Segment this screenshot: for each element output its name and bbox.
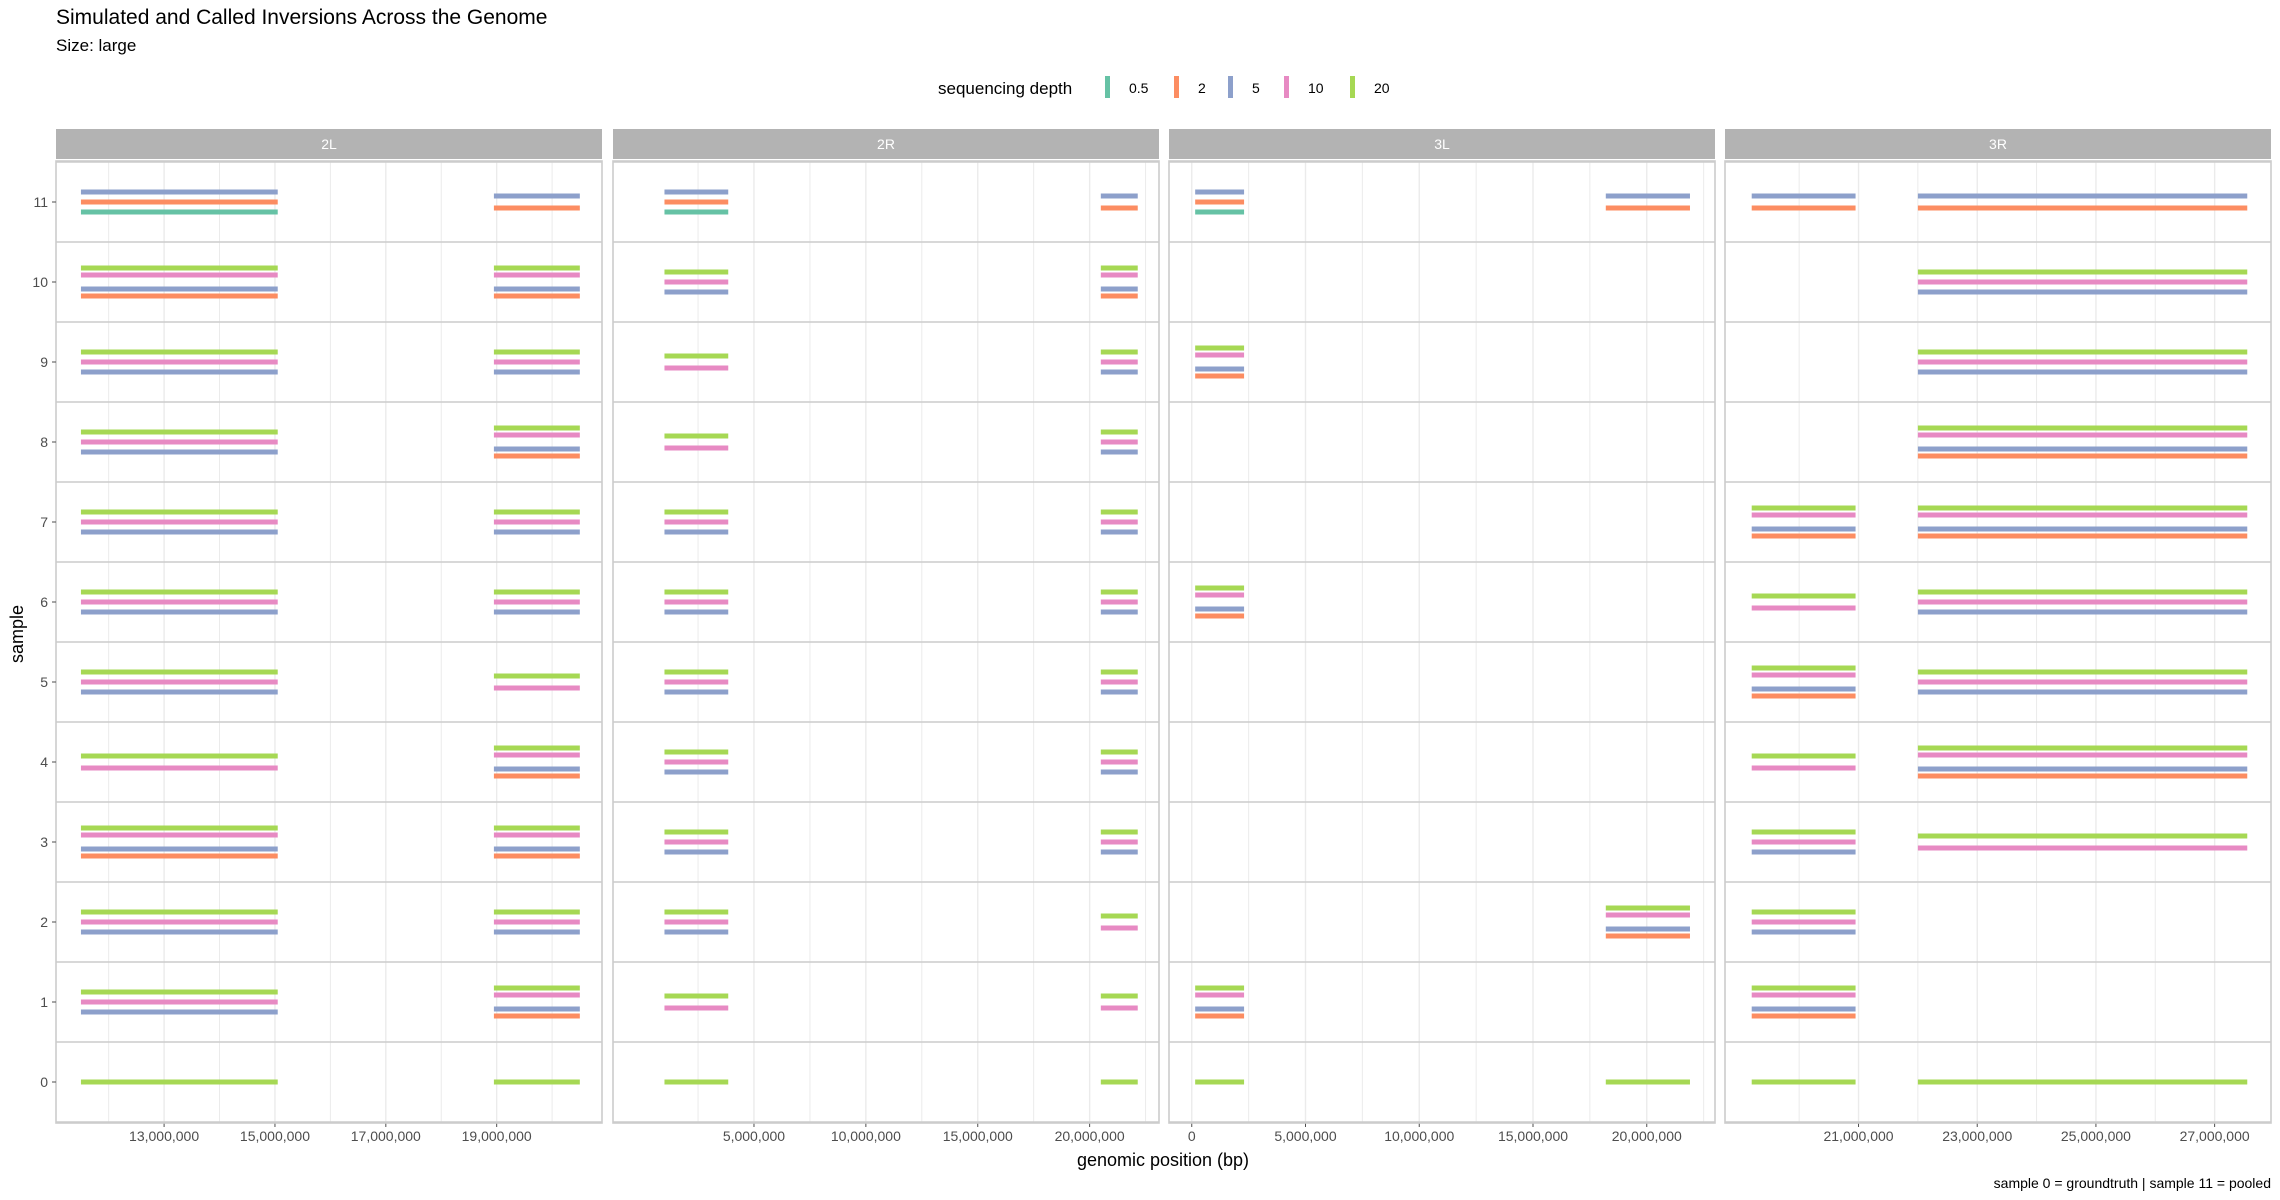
chart-subtitle: Size: large: [56, 36, 136, 55]
panel-3L: 3L 0 5,000,000 10,000,000 15,000,000 20,000,0…: [1168, 129, 1716, 1144]
panel-border-3R: [1724, 160, 2272, 1124]
legend-label-10: 10: [1308, 80, 1324, 96]
x-tick-label: 10,000,000: [831, 1128, 901, 1144]
x-tick-label: 10,000,000: [1384, 1128, 1454, 1144]
y-tick-label: 11: [33, 194, 48, 210]
panel-border-2L: [55, 160, 603, 1124]
x-tick-label: 0: [1188, 1128, 1196, 1144]
legend-label-20: 20: [1374, 80, 1390, 96]
legend-label-0.5: 0.5: [1129, 80, 1149, 96]
panel-2R: 2R 5,000,000 10,000,000 15,000,000 20,000,00…: [612, 129, 1160, 1144]
x-tick-label: 19,000,000: [462, 1128, 532, 1144]
y-tick-label: 4: [40, 754, 48, 770]
x-tick-label: 15,000,000: [1498, 1128, 1568, 1144]
y-tick-label: 3: [40, 834, 48, 850]
x-tick-label: 20,000,000: [1612, 1128, 1682, 1144]
y-tick-label: 5: [40, 674, 48, 690]
y-tick-label: 9: [40, 354, 48, 370]
x-tick-label: 23,000,000: [1942, 1128, 2012, 1144]
y-tick-label: 0: [40, 1074, 48, 1090]
legend-key-2: [1174, 76, 1179, 98]
strip-2R: [613, 129, 1159, 159]
legend-title: sequencing depth: [938, 79, 1072, 98]
facet-panels: 2L 13,000,000 15,000,000 17,000,000 19,000,0…: [55, 129, 2272, 1144]
panel-3R: 3R 21,000,000 23,000,000 25,000,000 27,000,0…: [1724, 129, 2272, 1144]
legend-label-2: 2: [1198, 80, 1206, 96]
x-tick-label: 20,000,000: [1055, 1128, 1125, 1144]
chart-title: Simulated and Called Inversions Across t…: [56, 6, 547, 29]
panel-border-2R: [612, 160, 1160, 1124]
x-axis-label: genomic position (bp): [1077, 1150, 1249, 1170]
strip-label-3R: 3R: [1989, 136, 2007, 152]
y-tick-label: 8: [40, 434, 48, 450]
x-tick-label: 13,000,000: [129, 1128, 199, 1144]
x-tick-label: 5,000,000: [1274, 1128, 1336, 1144]
legend: sequencing depth 0.5 2 5 10 20: [938, 76, 1390, 98]
panel-2L: 2L 13,000,000 15,000,000 17,000,000 19,000,0…: [55, 129, 603, 1144]
y-tick-label: 1: [40, 994, 48, 1010]
y-tick-label: 2: [40, 914, 48, 930]
x-tick-label: 17,000,000: [351, 1128, 421, 1144]
strip-2L: [56, 129, 602, 159]
panel-border-3L: [1168, 160, 1716, 1124]
x-tick-label: 5,000,000: [723, 1128, 785, 1144]
x-tick-label: 25,000,000: [2061, 1128, 2131, 1144]
x-tick-label: 15,000,000: [240, 1128, 310, 1144]
y-tick-label: 10: [32, 274, 48, 290]
y-tick-label: 7: [40, 514, 48, 530]
strip-3R: [1725, 129, 2271, 159]
x-tick-label: 15,000,000: [943, 1128, 1013, 1144]
legend-key-10: [1284, 76, 1289, 98]
strip-label-2L: 2L: [321, 136, 337, 152]
strip-3L: [1169, 129, 1715, 159]
x-tick-label: 21,000,000: [1823, 1128, 1893, 1144]
y-axis-label: sample: [7, 605, 27, 663]
legend-key-20: [1350, 76, 1355, 98]
strip-label-3L: 3L: [1434, 136, 1450, 152]
legend-label-5: 5: [1252, 80, 1260, 96]
x-tick-label: 27,000,000: [2180, 1128, 2250, 1144]
y-axis: 0 1 2 3 4 5 6 7 8 9 10 11: [32, 194, 56, 1090]
legend-key-5: [1228, 76, 1233, 98]
chart-caption: sample 0 = groundtruth | sample 11 = poo…: [1994, 1175, 2271, 1191]
y-tick-label: 6: [40, 594, 48, 610]
legend-key-0.5: [1105, 76, 1110, 98]
strip-label-2R: 2R: [877, 136, 895, 152]
